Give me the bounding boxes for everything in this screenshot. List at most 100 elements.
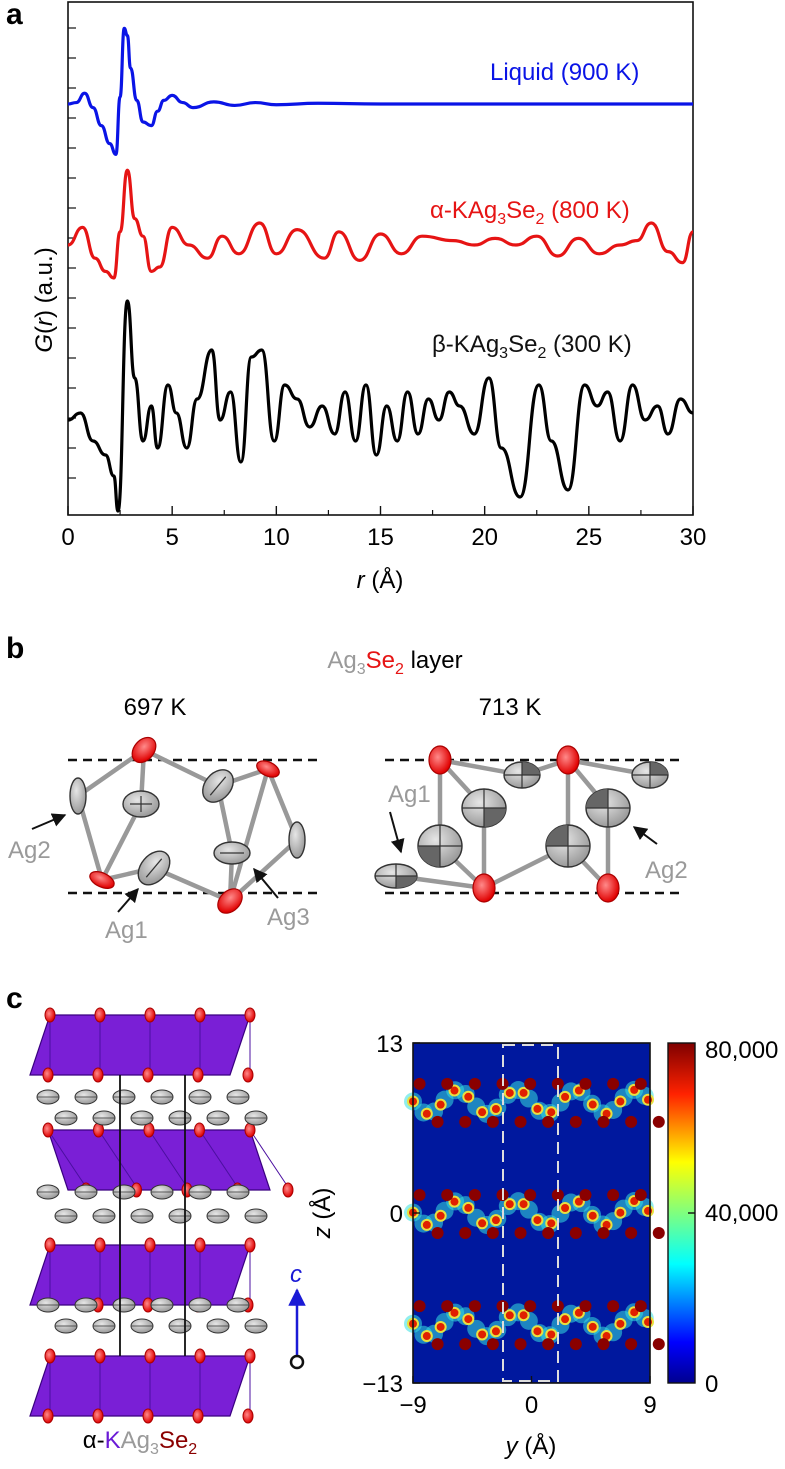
right-se-atoms xyxy=(428,745,620,903)
density-peak xyxy=(524,1189,537,1201)
density-high xyxy=(602,1332,611,1341)
label-ag3-left: Ag3 xyxy=(267,904,310,931)
density-high xyxy=(547,1219,556,1228)
heatmap-y-tick-label: −13 xyxy=(362,1371,403,1398)
se-atom xyxy=(244,1007,256,1023)
polyhedron-edge xyxy=(148,1129,190,1191)
density-high xyxy=(644,1095,653,1104)
density-peak xyxy=(524,1077,537,1090)
density-peak xyxy=(441,1300,454,1313)
density-peak xyxy=(514,1115,527,1128)
right-layer-structure: Ag1 Ag2 xyxy=(374,745,688,903)
density-high xyxy=(588,1100,597,1109)
density-heatmap: −9 0 9 −13 0 13 xyxy=(362,1031,665,1419)
se-atom xyxy=(92,1067,104,1083)
density-peak xyxy=(542,1115,555,1128)
density-peak xyxy=(551,1300,564,1313)
density-peak xyxy=(459,1227,472,1239)
density-high xyxy=(519,1088,528,1097)
density-peak xyxy=(597,1338,610,1351)
se-atom xyxy=(94,1237,106,1253)
k-polyhedron-slab xyxy=(29,1355,251,1417)
density-high xyxy=(588,1322,597,1331)
density-high xyxy=(533,1327,542,1336)
density-high xyxy=(505,1311,514,1320)
se-atom xyxy=(244,1237,256,1253)
density-peak xyxy=(441,1077,454,1090)
density-peak xyxy=(652,1115,665,1128)
polyhedron-edge xyxy=(249,1129,291,1191)
density-high xyxy=(478,1108,487,1117)
density-peak xyxy=(524,1300,537,1313)
left-layer-structure: Ag2 Ag1 Ag3 xyxy=(8,736,320,944)
se-atom xyxy=(44,1237,56,1253)
se-atom xyxy=(194,1007,206,1023)
density-peak xyxy=(569,1338,582,1351)
density-peak xyxy=(542,1227,555,1239)
series-label-beta: β-KAg3Se2 (300 K) xyxy=(432,331,632,362)
density-peak xyxy=(579,1077,592,1090)
density-peak xyxy=(441,1189,454,1201)
se-atom xyxy=(131,736,157,764)
density-high xyxy=(616,1208,625,1217)
density-high xyxy=(464,1092,473,1101)
density-high xyxy=(630,1308,639,1317)
label-ag1-right: Ag1 xyxy=(388,781,431,808)
heatmap-y-tick-label: 13 xyxy=(376,1031,403,1058)
density-high xyxy=(602,1220,611,1229)
density-high xyxy=(644,1206,653,1215)
density-peak xyxy=(486,1338,499,1351)
layer-title: Ag3Se2 layer xyxy=(327,647,462,678)
colorbar-tick-mid: 40,000 xyxy=(705,1200,778,1227)
density-high xyxy=(505,1088,514,1097)
left-ag-atoms xyxy=(69,769,306,886)
k-polyhedron-slab xyxy=(29,1244,251,1306)
panel-c-letter: c xyxy=(6,982,23,1015)
density-peak xyxy=(431,1338,444,1351)
ag-atom xyxy=(288,821,306,859)
crystal-formula: α-KAg3Se2 xyxy=(83,1427,198,1458)
x-tick-label: 10 xyxy=(263,524,290,551)
density-high xyxy=(491,1216,500,1225)
density-high xyxy=(533,1104,542,1113)
density-peak xyxy=(413,1077,426,1090)
density-high xyxy=(574,1308,583,1317)
se-atom xyxy=(44,1007,56,1023)
density-high xyxy=(547,1330,556,1339)
se-atom xyxy=(244,1348,256,1364)
density-peak xyxy=(625,1115,638,1128)
density-high xyxy=(491,1327,500,1336)
se-atom xyxy=(92,1408,104,1424)
se-atom xyxy=(194,1237,206,1253)
density-peak xyxy=(569,1115,582,1128)
colorbar: 80,000 40,000 0 xyxy=(667,1037,778,1398)
density-high xyxy=(561,1315,570,1324)
right-temperature: 713 K xyxy=(479,694,542,721)
density-high xyxy=(505,1200,514,1209)
density-peak xyxy=(514,1227,527,1239)
se-atom xyxy=(556,745,580,775)
density-peak xyxy=(634,1189,647,1201)
se-atom xyxy=(42,1408,54,1424)
density-peak xyxy=(569,1227,582,1239)
unit-cell-box xyxy=(502,1044,559,1382)
se-atom xyxy=(142,1408,154,1424)
se-atom xyxy=(194,1348,206,1364)
label-ag1-left: Ag1 xyxy=(105,917,148,944)
panel-a-x-axis-label: r (Å) xyxy=(357,566,404,594)
panel-a-y-ticks xyxy=(68,27,76,479)
density-high xyxy=(450,1308,459,1317)
se-atom xyxy=(282,1182,294,1198)
x-tick-label: 15 xyxy=(367,524,394,551)
density-high xyxy=(519,1311,528,1320)
k-polyhedron-slab xyxy=(29,1014,251,1076)
se-atom xyxy=(44,1348,56,1364)
heatmap-x-tick-label: −9 xyxy=(399,1392,426,1419)
density-high xyxy=(464,1203,473,1212)
se-atom xyxy=(596,873,620,903)
se-atom xyxy=(242,1408,254,1424)
density-high xyxy=(436,1322,445,1331)
se-atom xyxy=(144,1237,156,1253)
colorbar-tick-max: 80,000 xyxy=(705,1037,778,1064)
c-axis-indicator: c xyxy=(288,1261,306,1370)
